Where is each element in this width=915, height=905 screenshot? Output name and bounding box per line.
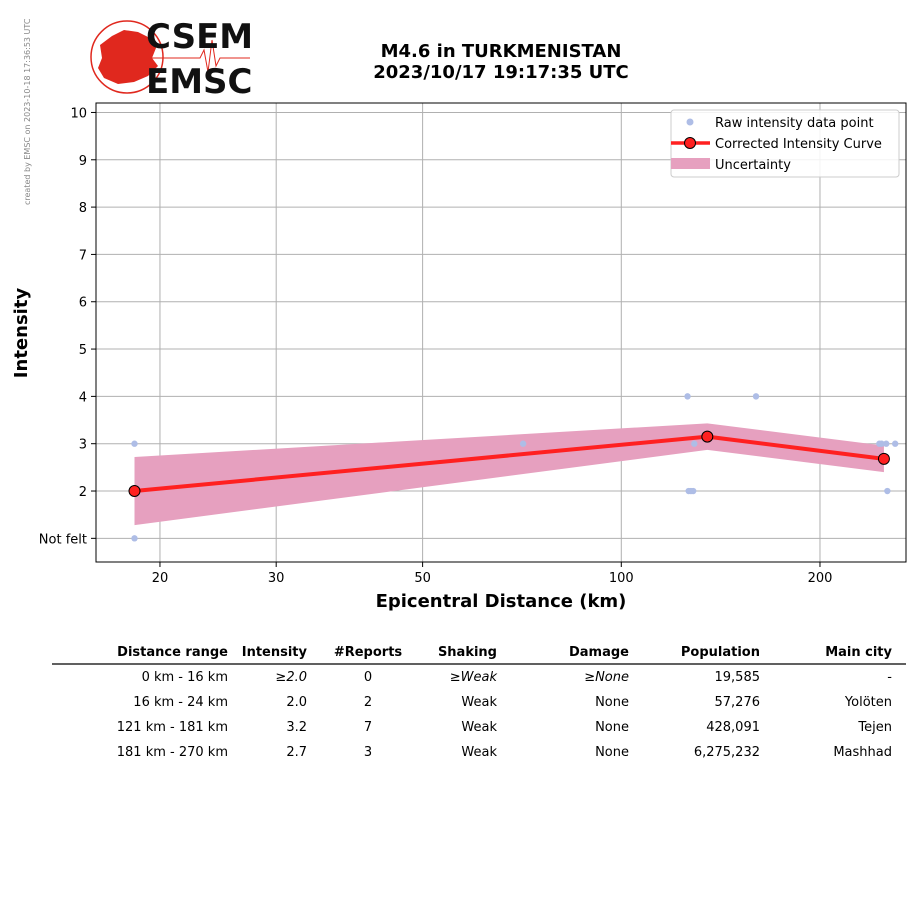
x-axis-title: Epicentral Distance (km) xyxy=(376,591,627,612)
table-cell-reports: 3 xyxy=(364,745,372,760)
table-cell-reports: 7 xyxy=(364,720,372,735)
raw-intensity-point xyxy=(878,440,885,447)
table-cell-shaking: Weak xyxy=(461,720,497,735)
y-tick-label: 9 xyxy=(79,154,87,169)
logo-bottom-text: EMSC xyxy=(146,62,253,102)
table-cell-intensity: 2.7 xyxy=(286,745,307,760)
corrected-curve xyxy=(128,430,890,498)
table-row: 121 km - 181 km 3.2 7 Weak None 428,091 Tejen xyxy=(117,720,892,735)
logo-seismogram-icon xyxy=(150,39,250,73)
table-header-cell: Intensity xyxy=(242,645,308,660)
table-cell-city: Yolöten xyxy=(844,695,892,710)
y-tick-label: 7 xyxy=(79,248,87,263)
y-tick-label: 2 xyxy=(79,485,87,500)
y-axis-ticks: Not felt 2 3 4 5 6 7 8 9 10 xyxy=(39,106,96,547)
x-tick-label: 30 xyxy=(268,571,285,586)
corrected-intensity-marker xyxy=(877,452,890,465)
y-tick-label: 6 xyxy=(79,296,87,311)
table-cell-city: - xyxy=(887,670,892,685)
x-axis-ticks: 20 30 50 100 200 xyxy=(152,562,833,586)
x-tick-label: 50 xyxy=(414,571,431,586)
y-tick-label: Not felt xyxy=(39,532,87,547)
table-cell-population: 6,275,232 xyxy=(694,745,760,760)
raw-intensity-point xyxy=(884,487,891,495)
x-tick-label: 20 xyxy=(152,571,169,586)
raw-intensity-point xyxy=(752,393,760,400)
table-cell-reports: 2 xyxy=(364,695,372,710)
y-tick-label: 5 xyxy=(79,343,87,358)
table-header-cell: Distance range xyxy=(117,645,228,660)
x-tick-label: 200 xyxy=(808,571,833,586)
table-cell-damage: ≥None xyxy=(584,670,629,685)
y-tick-label: 4 xyxy=(79,390,87,405)
table-cell-intensity: 3.2 xyxy=(286,720,307,735)
chart-title-line1: M4.6 in TURKMENISTAN xyxy=(381,41,622,62)
corrected-intensity-marker xyxy=(128,485,141,498)
creation-note: created by EMSC on 2023-10-18 17:36:53 U… xyxy=(23,18,32,205)
y-tick-label: 10 xyxy=(70,106,87,121)
plot-frame xyxy=(95,102,907,563)
table-cell-population: 57,276 xyxy=(715,695,761,710)
table-cell-shaking: ≥Weak xyxy=(450,670,498,685)
raw-intensity-point xyxy=(519,440,527,447)
table-cell-range: 181 km - 270 km xyxy=(117,745,228,760)
table-cell-intensity: 2.0 xyxy=(286,695,307,710)
table-cell-damage: None xyxy=(595,695,629,710)
legend-curve-marker xyxy=(684,137,696,149)
legend-uncertainty-label: Uncertainty xyxy=(715,158,791,173)
legend: Raw intensity data point Corrected Inten… xyxy=(670,109,900,178)
raw-intensity-point xyxy=(131,535,138,542)
table-header-cell: Damage xyxy=(569,645,629,660)
table-row: 0 km - 16 km ≥2.0 0 ≥Weak ≥None 19,585 - xyxy=(142,670,893,685)
logo-top-text: CSEM xyxy=(146,17,253,57)
table-cell-damage: None xyxy=(595,745,629,760)
legend-raw-marker xyxy=(686,118,694,126)
table-cell-population: 19,585 xyxy=(715,670,761,685)
legend-curve-label: Corrected Intensity Curve xyxy=(715,137,882,152)
raw-points xyxy=(131,393,899,542)
table-cell-range: 121 km - 181 km xyxy=(117,720,228,735)
x-tick-label: 100 xyxy=(609,571,634,586)
raw-intensity-point xyxy=(691,440,698,447)
table-header-cell: Population xyxy=(681,645,760,660)
y-tick-label: 8 xyxy=(79,201,87,216)
raw-intensity-point xyxy=(883,440,890,447)
table-cell-shaking: Weak xyxy=(461,695,497,710)
legend-raw-label: Raw intensity data point xyxy=(715,116,874,131)
table-cell-damage: None xyxy=(595,720,629,735)
table-header-cell: Shaking xyxy=(438,645,497,660)
uncertainty-band xyxy=(134,423,884,526)
table-cell-range: 16 km - 24 km xyxy=(133,695,228,710)
intensity-table: Distance range Intensity #Reports Shaking Da… xyxy=(52,645,906,760)
table-cell-range: 0 km - 16 km xyxy=(142,670,228,685)
uncertainty-area xyxy=(134,423,884,526)
raw-intensity-point xyxy=(689,487,697,495)
logo-map-icon xyxy=(98,30,158,84)
emsc-logo: CSEM EMSC xyxy=(90,17,253,102)
table-cell-population: 428,091 xyxy=(706,720,760,735)
raw-intensity-point xyxy=(131,440,138,447)
table-header-cell: #Reports xyxy=(334,645,403,660)
legend-uncertainty-patch xyxy=(671,158,710,169)
table-row: 16 km - 24 km 2.0 2 Weak None 57,276 Yolöten xyxy=(133,695,892,710)
raw-intensity-point xyxy=(891,440,899,447)
table-cell-shaking: Weak xyxy=(461,745,497,760)
table-cell-city: Mashhad xyxy=(833,745,892,760)
table-cell-intensity: ≥2.0 xyxy=(275,670,307,685)
raw-intensity-point xyxy=(684,393,691,400)
table-cell-reports: 0 xyxy=(364,670,372,685)
table-cell-city: Tejen xyxy=(857,720,892,735)
logo-globe-icon xyxy=(90,20,164,94)
corrected-intensity-marker xyxy=(701,430,714,443)
y-tick-label: 3 xyxy=(79,438,87,453)
table-header-cell: Main city xyxy=(825,645,892,660)
chart-title-line2: 2023/10/17 19:17:35 UTC xyxy=(373,62,629,83)
y-axis-title: Intensity xyxy=(11,288,32,379)
table-row: 181 km - 270 km 2.7 3 Weak None 6,275,232 Mash… xyxy=(117,745,892,760)
